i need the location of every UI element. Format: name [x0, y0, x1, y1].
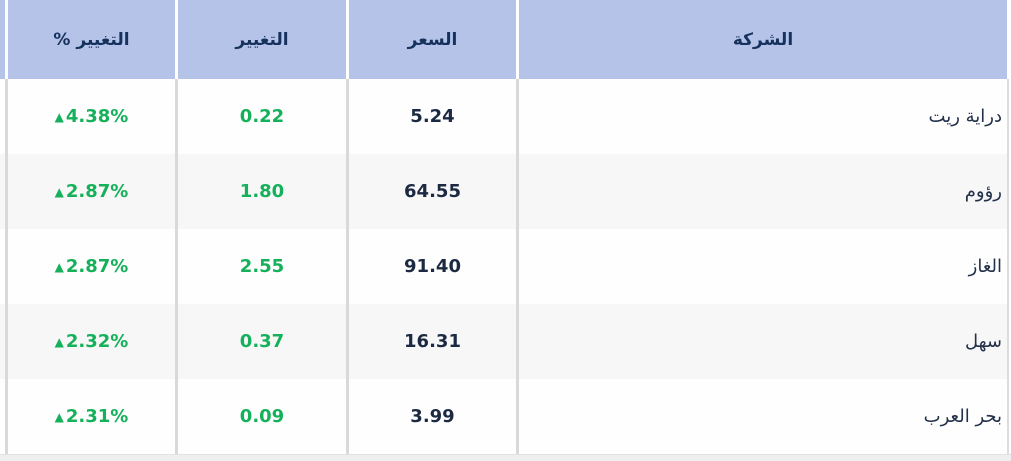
change-pct-cell: ▲ 2.31% [8, 379, 175, 454]
company-cell: سهل [519, 304, 1007, 379]
horizontal-scrollbar[interactable] [0, 454, 1011, 461]
company-name: رؤوم [964, 181, 1002, 202]
header-price: السعر [349, 0, 516, 79]
price-value: 64.55 [404, 181, 461, 202]
up-triangle-icon: ▲ [54, 334, 64, 349]
table-row[interactable]: بحر العرب 3.99 0.09 ▲ 2.31% [0, 379, 1007, 454]
change-value: 1.80 [239, 181, 285, 202]
change-value: 0.22 [239, 106, 285, 127]
change-pct-value: 2.32% [65, 331, 129, 352]
table-right-divider [1007, 79, 1009, 454]
change-cell: 0.37 [178, 304, 346, 379]
change-pct-cell: ▲ 2.87% [8, 229, 175, 304]
change-value: 0.37 [239, 331, 285, 352]
up-triangle-icon: ▲ [54, 259, 64, 274]
header-change-pct: التغيير % [8, 0, 175, 79]
change-cell: 0.22 [178, 79, 346, 154]
header-company: الشركة [519, 0, 1007, 79]
price-cell: 16.31 [349, 304, 516, 379]
header-clipped-column [0, 0, 5, 79]
table-header: الشركة السعر التغيير التغيير % [0, 0, 1007, 79]
price-value: 16.31 [404, 331, 461, 352]
change-pct-cell: ▲ 2.87% [8, 154, 175, 229]
table-row[interactable]: دراية ريت 5.24 0.22 ▲ 4.38% [0, 79, 1007, 154]
company-cell: بحر العرب [519, 379, 1007, 454]
table-body: دراية ريت 5.24 0.22 ▲ 4.38% رؤوم 64.55 [0, 79, 1007, 454]
company-cell: دراية ريت [519, 79, 1007, 154]
change-cell: 0.09 [178, 379, 346, 454]
change-pct-cell: ▲ 4.38% [8, 79, 175, 154]
price-value: 91.40 [404, 256, 461, 277]
change-cell: 1.80 [178, 154, 346, 229]
price-cell: 3.99 [349, 379, 516, 454]
change-cell: 2.55 [178, 229, 346, 304]
price-value: 5.24 [410, 106, 455, 127]
table-row[interactable]: رؤوم 64.55 1.80 ▲ 2.87% [0, 154, 1007, 229]
up-triangle-icon: ▲ [54, 184, 64, 199]
clipped-cell [0, 79, 5, 154]
clipped-cell [0, 229, 5, 304]
change-pct-value: 2.31% [65, 406, 129, 427]
price-cell: 64.55 [349, 154, 516, 229]
change-pct-value: 2.87% [65, 256, 129, 277]
up-triangle-icon: ▲ [54, 409, 64, 424]
company-name: دراية ريت [928, 106, 1002, 127]
company-cell: الغاز [519, 229, 1007, 304]
up-triangle-icon: ▲ [54, 109, 64, 124]
table-row[interactable]: الغاز 91.40 2.55 ▲ 2.87% [0, 229, 1007, 304]
clipped-cell [0, 154, 5, 229]
change-value: 2.55 [239, 256, 285, 277]
company-name: الغاز [968, 256, 1002, 277]
price-cell: 91.40 [349, 229, 516, 304]
clipped-cell [0, 304, 5, 379]
table-row[interactable]: سهل 16.31 0.37 ▲ 2.32% [0, 304, 1007, 379]
change-pct-value: 2.87% [65, 181, 129, 202]
header-change: التغيير [178, 0, 346, 79]
company-name: بحر العرب [923, 406, 1002, 427]
price-value: 3.99 [410, 406, 455, 427]
change-pct-cell: ▲ 2.32% [8, 304, 175, 379]
change-value: 0.09 [239, 406, 285, 427]
company-cell: رؤوم [519, 154, 1007, 229]
company-name: سهل [964, 331, 1002, 352]
clipped-cell [0, 379, 5, 454]
change-pct-value: 4.38% [65, 106, 129, 127]
price-cell: 5.24 [349, 79, 516, 154]
